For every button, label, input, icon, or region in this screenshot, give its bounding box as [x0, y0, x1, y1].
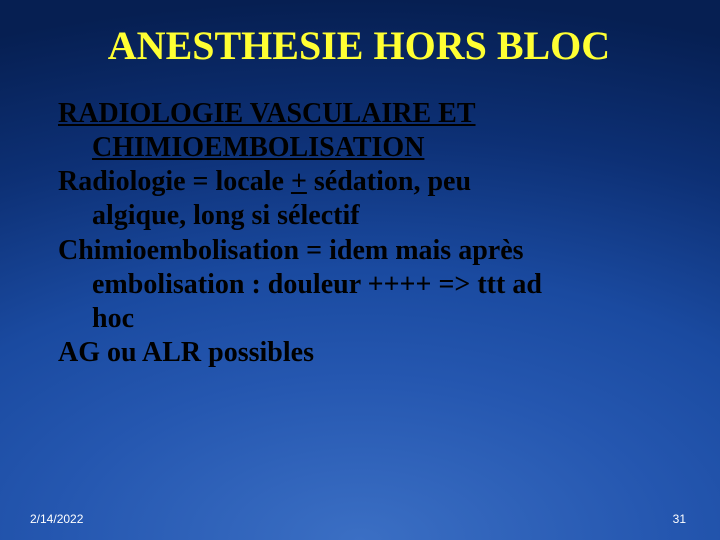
slide-footer: 2/14/2022 31: [30, 512, 686, 526]
para2-part-b: embolisation : douleur ++++ => ttt ad: [92, 269, 542, 300]
para1-part-c: algique, long si sélectif: [92, 200, 360, 231]
footer-page-number: 31: [673, 512, 686, 526]
slide-title: ANESTHESIE HORS BLOC: [48, 22, 670, 69]
heading-line-1: RADIOLOGIE VASCULAIRE ET: [58, 98, 476, 129]
slide: ANESTHESIE HORS BLOC RADIOLOGIE VASCULAI…: [0, 0, 720, 540]
para1-part-b: sédation, peu: [307, 166, 471, 197]
section-heading: RADIOLOGIE VASCULAIRE ET CHIMIOEMBOLISAT…: [58, 97, 680, 165]
heading-line-2: CHIMIOEMBOLISATION: [92, 132, 424, 163]
plus-underlined: +: [291, 166, 307, 197]
para2-part-c: hoc: [92, 303, 134, 334]
para1-part-a: Radiologie = locale: [58, 166, 291, 197]
para2-part-a: Chimioembolisation = idem mais après: [58, 235, 524, 266]
slide-body: RADIOLOGIE VASCULAIRE ET CHIMIOEMBOLISAT…: [58, 97, 680, 370]
paragraph-radiologie: Radiologie = locale + sédation, peu algi…: [58, 165, 680, 233]
paragraph-chimio: Chimioembolisation = idem mais après emb…: [58, 234, 680, 336]
paragraph-ag-alr: AG ou ALR possibles: [58, 336, 680, 370]
footer-date: 2/14/2022: [30, 512, 83, 526]
